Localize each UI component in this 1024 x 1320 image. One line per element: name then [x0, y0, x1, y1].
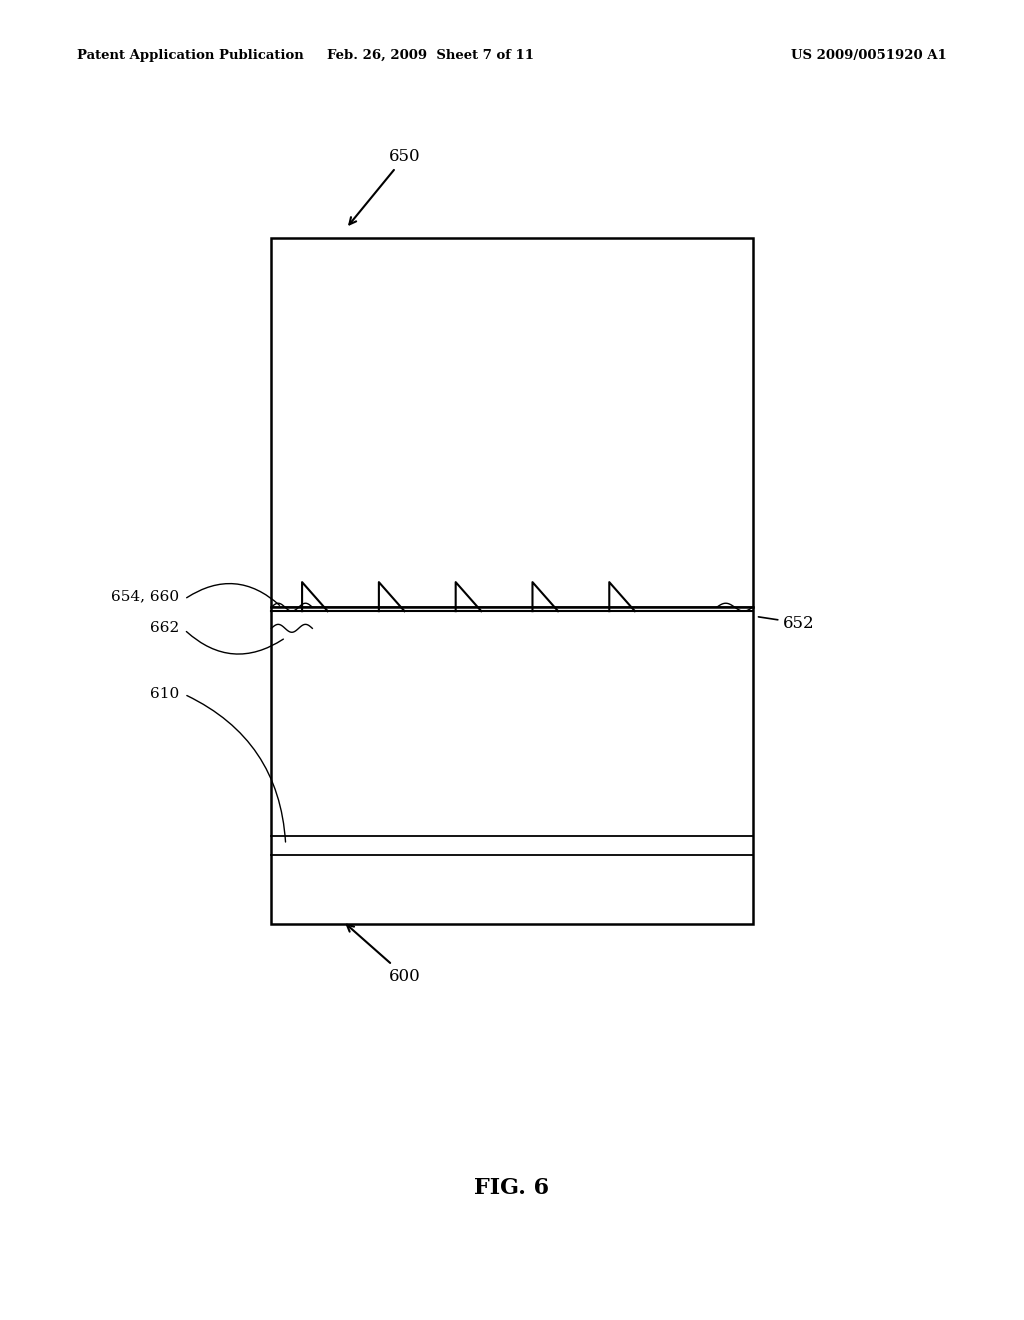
Text: Patent Application Publication: Patent Application Publication	[77, 49, 303, 62]
Text: 662: 662	[150, 622, 179, 635]
Text: 600: 600	[347, 925, 421, 985]
Text: US 2009/0051920 A1: US 2009/0051920 A1	[792, 49, 947, 62]
Text: 610: 610	[150, 688, 179, 701]
Text: 654, 660: 654, 660	[111, 590, 179, 603]
Text: 650: 650	[349, 148, 421, 224]
Bar	[271, 238, 753, 607]
Text: FIG. 6: FIG. 6	[474, 1177, 550, 1199]
Text: Feb. 26, 2009  Sheet 7 of 11: Feb. 26, 2009 Sheet 7 of 11	[327, 49, 534, 62]
Bar	[271, 607, 753, 924]
Text: 652: 652	[759, 615, 815, 631]
